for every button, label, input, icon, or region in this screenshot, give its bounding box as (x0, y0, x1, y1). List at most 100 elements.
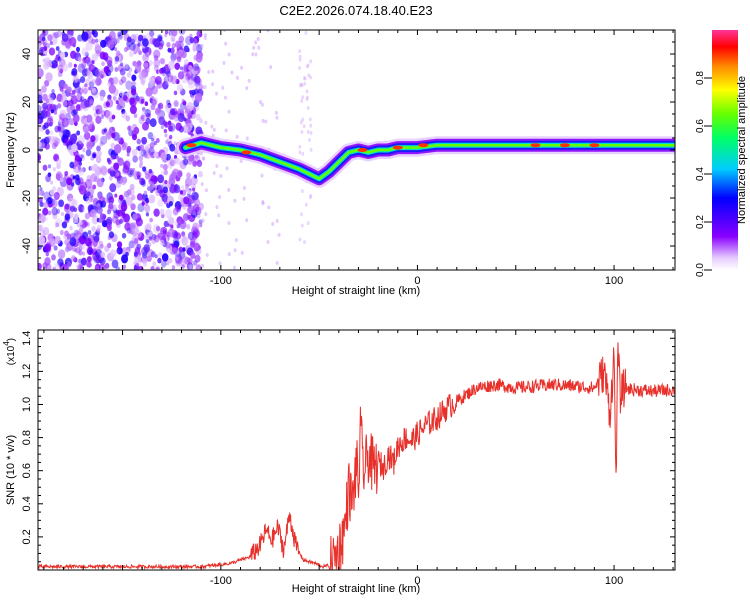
noise-speck (308, 138, 311, 143)
noise-speck (45, 129, 50, 135)
noise-speck (91, 78, 96, 84)
noise-speck (217, 213, 221, 218)
noise-speck (38, 224, 43, 232)
noise-speck (215, 205, 219, 210)
noise-speck (218, 195, 222, 200)
noise-speck (46, 117, 54, 127)
noise-speck (77, 166, 85, 176)
ridge-hotspot (392, 145, 403, 150)
noise-speck (309, 59, 313, 64)
noise-speck (88, 197, 93, 203)
noise-speck (74, 247, 78, 253)
noise-speck (165, 139, 169, 144)
noise-speck (169, 157, 177, 167)
noise-speck (115, 266, 120, 270)
noise-speck (84, 212, 91, 220)
noise-speck (54, 137, 61, 145)
noise-speck (301, 117, 305, 122)
noise-speck (81, 62, 87, 69)
noise-speck (178, 171, 183, 177)
snr-x-axis: -100 0 100 (43, 330, 674, 587)
noise-speck (167, 216, 174, 225)
noise-speck (189, 89, 193, 95)
noise-speck (100, 114, 104, 119)
noise-speck (56, 30, 62, 38)
noise-speck (41, 36, 46, 42)
noise-speck (118, 92, 123, 98)
ridge-hotspot (357, 148, 368, 152)
noise-speck (88, 123, 96, 133)
noise-speck (90, 135, 96, 143)
noise-speck (126, 189, 132, 196)
noise-speck (182, 100, 187, 106)
noise-speck (179, 66, 183, 71)
snr-y-scale-exp: 4 (2, 341, 11, 346)
noise-speck (48, 238, 56, 247)
noise-speck (182, 247, 186, 252)
snr-panel: -100 0 100 0.2 0.4 0.6 0.8 1.0 1.2 1.4 Height of… (2, 329, 676, 595)
noise-speck (167, 60, 175, 70)
noise-speck (166, 99, 171, 106)
noise-speck (81, 68, 89, 77)
noise-speck (87, 230, 92, 235)
noise-speck (245, 136, 249, 141)
noise-speck (153, 58, 161, 68)
noise-speck (193, 242, 201, 252)
noise-speck (76, 93, 82, 101)
noise-speck (204, 188, 208, 193)
noise-speck (100, 251, 106, 258)
colorbar-tick-label: 0.2 (695, 215, 706, 229)
noise-speck (264, 119, 268, 124)
noise-speck (187, 157, 193, 165)
noise-speck (113, 162, 120, 171)
noise-speck (57, 258, 64, 267)
noise-speck (49, 189, 55, 196)
noise-speck (92, 153, 97, 158)
noise-speck (177, 112, 185, 123)
spectrogram-panel: -100 0 100 -40 -20 0 20 40 Height of straight … (5, 29, 676, 297)
noise-speck (130, 88, 137, 96)
noise-speck (168, 122, 176, 132)
noise-speck (99, 89, 106, 98)
noise-speck (105, 110, 113, 120)
noise-speck (82, 147, 86, 153)
noise-speck (133, 237, 139, 245)
noise-speck (77, 135, 86, 145)
noise-speck (158, 252, 163, 258)
noise-speck (199, 223, 203, 228)
noise-speck (116, 241, 123, 249)
noise-speck (40, 109, 48, 119)
noise-speck (148, 76, 155, 85)
y-tick-label: 1.4 (21, 331, 33, 346)
colorbar-tick-label: 0.4 (695, 167, 706, 181)
noise-speck (121, 108, 126, 115)
noise-speck (134, 251, 139, 257)
spectrogram-y-label: Frequency (Hz) (5, 112, 17, 188)
noise-speck (168, 200, 173, 207)
noise-speck (173, 100, 179, 108)
ridge-hotspot (589, 143, 600, 148)
noise-speck (69, 237, 77, 247)
noise-speck (227, 220, 231, 225)
noise-speck (98, 218, 103, 224)
noise-speck (69, 161, 75, 169)
noise-speck (191, 183, 196, 190)
noise-speck (84, 221, 88, 227)
colorbar-tick-label: 0.6 (695, 119, 706, 133)
noise-speck (133, 126, 140, 135)
noise-speck (211, 69, 215, 74)
noise-speck (187, 257, 193, 265)
noise-speck (107, 209, 112, 215)
noise-speck (271, 221, 275, 226)
noise-speck (183, 58, 189, 66)
noise-speck (179, 220, 187, 230)
noise-speck (120, 202, 128, 212)
noise-speck (116, 246, 123, 255)
noise-speck (167, 74, 174, 83)
noise-speck (181, 51, 187, 59)
noise-speck (142, 53, 149, 62)
noise-speck (155, 138, 160, 143)
noise-speck (194, 154, 199, 160)
noise-speck (298, 150, 302, 155)
noise-speck (138, 155, 143, 162)
